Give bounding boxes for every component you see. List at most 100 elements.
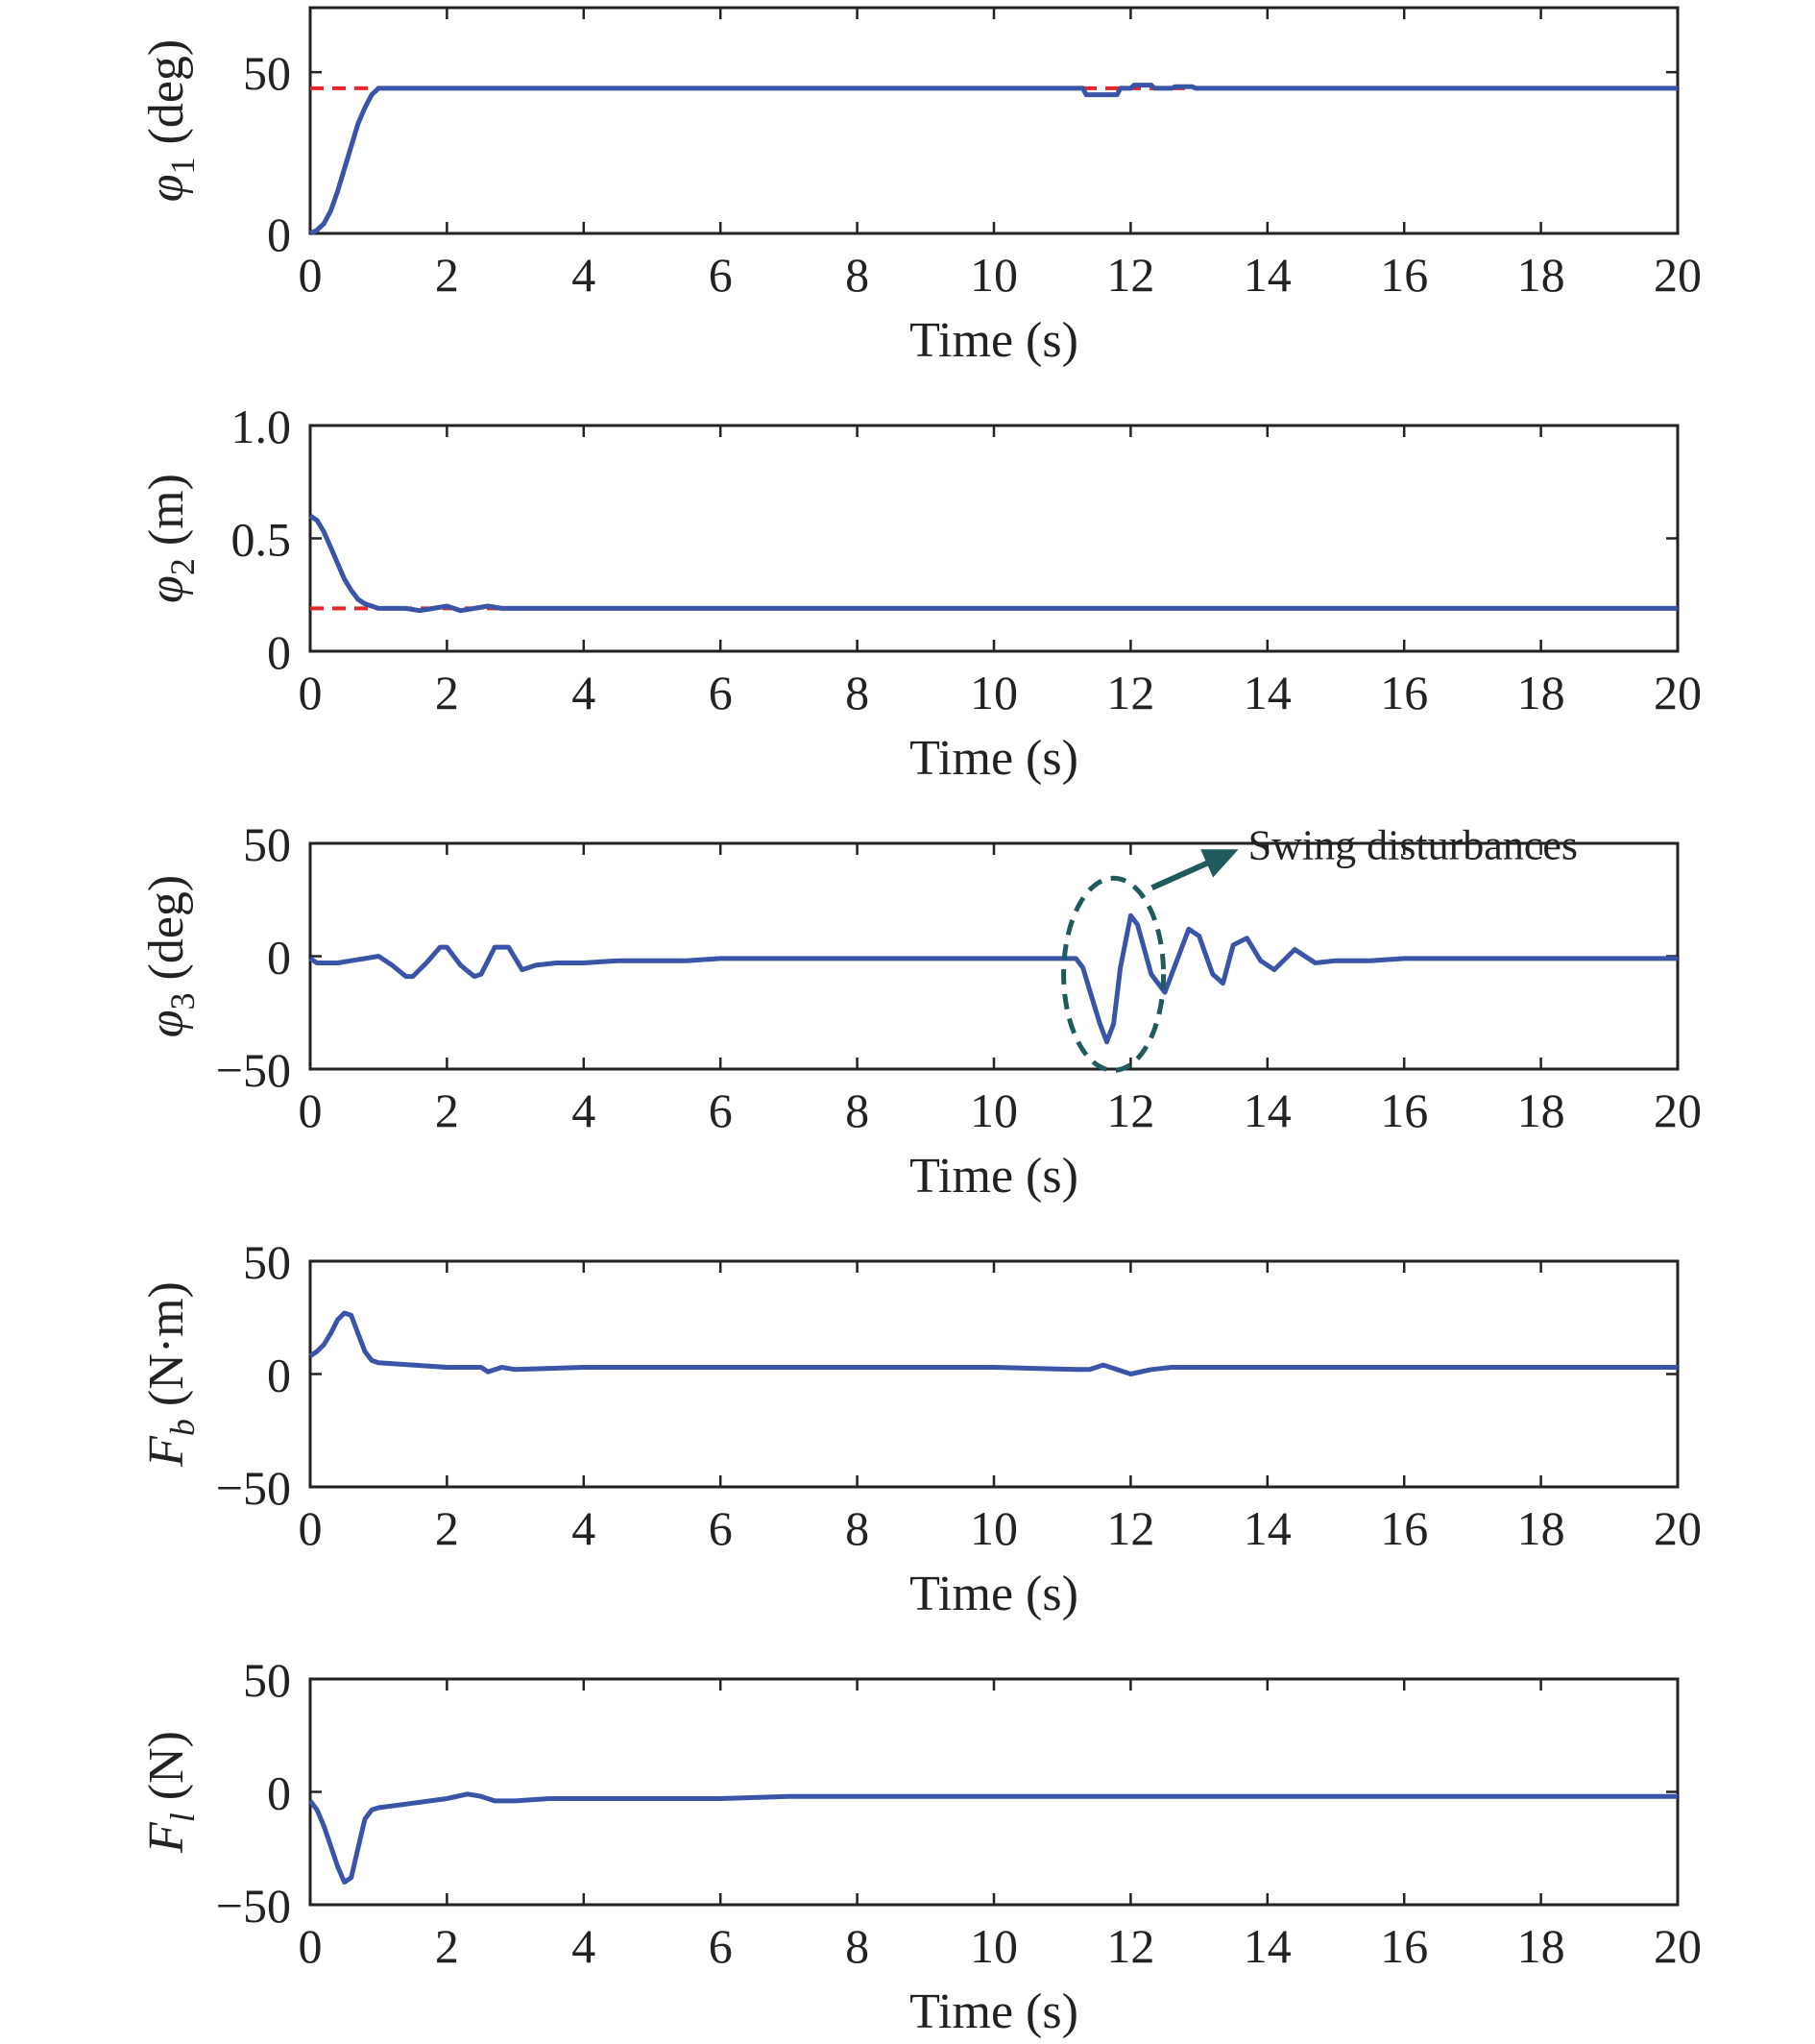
x-tick-label: 18 bbox=[1517, 248, 1565, 302]
x-axis-title: Time (s) bbox=[909, 1984, 1078, 2039]
x-tick-label: 10 bbox=[970, 666, 1018, 719]
x-tick-label: 16 bbox=[1380, 666, 1428, 719]
x-tick-label: 20 bbox=[1654, 1919, 1702, 1973]
x-tick-label: 2 bbox=[435, 248, 459, 302]
y-axis-subscript: 2 bbox=[163, 558, 202, 575]
series-line bbox=[308, 1791, 1678, 1885]
x-tick-label: 6 bbox=[709, 666, 733, 719]
x-tick-label: 18 bbox=[1517, 1919, 1565, 1973]
series-line bbox=[308, 83, 1678, 236]
x-tick-label: 12 bbox=[1106, 1501, 1154, 1555]
y-axis-symbol: φ bbox=[139, 575, 194, 603]
y-axis-title: Fl (N) bbox=[139, 1731, 202, 1854]
x-tick-label: 2 bbox=[435, 1083, 459, 1137]
x-tick-label: 14 bbox=[1244, 248, 1292, 302]
x-tick-label: 12 bbox=[1106, 248, 1154, 302]
x-tick-label: 0 bbox=[299, 1501, 323, 1555]
x-tick-label: 20 bbox=[1654, 1501, 1702, 1555]
x-tick-label: 6 bbox=[709, 1083, 733, 1137]
y-tick-label: 50 bbox=[243, 1653, 291, 1707]
annotation-arrowhead bbox=[1200, 849, 1239, 878]
y-tick-label: 0 bbox=[267, 1349, 291, 1402]
x-tick-label: 14 bbox=[1244, 1501, 1292, 1555]
x-axis-title: Time (s) bbox=[909, 1149, 1078, 1204]
x-tick-label: 10 bbox=[970, 248, 1018, 302]
y-axis-unit: (deg) bbox=[139, 875, 194, 993]
x-tick-label: 16 bbox=[1380, 1083, 1428, 1137]
x-tick-label: 16 bbox=[1380, 1919, 1428, 1973]
y-axis-subscript: 1 bbox=[163, 157, 202, 174]
y-tick-label: −50 bbox=[216, 1043, 291, 1097]
y-axis-symbol: φ bbox=[139, 1010, 194, 1037]
y-tick-label: 0 bbox=[267, 931, 291, 985]
x-tick-label: 4 bbox=[571, 1919, 595, 1973]
x-tick-label: 0 bbox=[299, 666, 323, 719]
x-tick-label: 12 bbox=[1106, 1919, 1154, 1973]
x-tick-label: 6 bbox=[709, 1919, 733, 1973]
x-tick-label: 2 bbox=[435, 1501, 459, 1555]
x-tick-label: 6 bbox=[709, 1501, 733, 1555]
x-tick-label: 8 bbox=[845, 1083, 869, 1137]
x-tick-label: 10 bbox=[970, 1919, 1018, 1973]
y-tick-label: −50 bbox=[216, 1461, 291, 1515]
x-tick-label: 18 bbox=[1517, 1083, 1565, 1137]
x-tick-label: 8 bbox=[845, 1501, 869, 1555]
x-tick-label: 0 bbox=[299, 1919, 323, 1973]
y-tick-label: 0.5 bbox=[231, 513, 292, 567]
x-tick-label: 4 bbox=[571, 666, 595, 719]
x-tick-label: 18 bbox=[1517, 666, 1565, 719]
y-axis-subscript: l bbox=[163, 1813, 202, 1822]
y-tick-label: 0 bbox=[267, 207, 291, 261]
x-tick-label: 0 bbox=[299, 248, 323, 302]
x-tick-label: 16 bbox=[1380, 1501, 1428, 1555]
x-tick-label: 20 bbox=[1654, 1083, 1702, 1137]
y-tick-label: 0 bbox=[267, 1766, 291, 1820]
y-tick-label: −50 bbox=[216, 1879, 291, 1933]
x-tick-label: 4 bbox=[571, 1083, 595, 1137]
x-tick-label: 16 bbox=[1380, 248, 1428, 302]
plot-frame bbox=[308, 6, 1680, 235]
annotation-label: Swing disturbances bbox=[1248, 821, 1578, 868]
x-tick-label: 12 bbox=[1106, 1083, 1154, 1137]
y-axis-symbol: F bbox=[139, 1821, 194, 1854]
x-tick-label: 2 bbox=[435, 1919, 459, 1973]
y-axis-unit: (N·m) bbox=[139, 1281, 194, 1419]
x-tick-label: 10 bbox=[970, 1501, 1018, 1555]
series-line bbox=[308, 1310, 1678, 1376]
x-axis-title: Time (s) bbox=[909, 731, 1078, 786]
y-axis-title: φ1 (deg) bbox=[139, 39, 202, 203]
x-axis-title: Time (s) bbox=[909, 1567, 1078, 1621]
y-axis-unit: (m) bbox=[139, 474, 194, 558]
x-tick-label: 8 bbox=[845, 666, 869, 719]
y-tick-label: 0 bbox=[267, 625, 291, 679]
series-line bbox=[308, 513, 1678, 614]
x-tick-label: 2 bbox=[435, 666, 459, 719]
x-tick-label: 6 bbox=[709, 248, 733, 302]
y-tick-label: 50 bbox=[243, 817, 291, 871]
y-tick-label: 1.0 bbox=[231, 400, 292, 453]
y-axis-subscript: b bbox=[163, 1419, 202, 1436]
y-axis-subscript: 3 bbox=[163, 992, 202, 1010]
y-axis-title: Fb (N·m) bbox=[139, 1281, 202, 1468]
series-line bbox=[308, 912, 1678, 1045]
x-tick-label: 8 bbox=[845, 248, 869, 302]
x-tick-label: 18 bbox=[1517, 1501, 1565, 1555]
x-tick-label: 14 bbox=[1244, 1083, 1292, 1137]
x-tick-label: 14 bbox=[1244, 666, 1292, 719]
x-tick-label: 4 bbox=[571, 1501, 595, 1555]
panel-phi1: 0 2 4 6 8 10 12 14 16 18 20 0 50 Time (s) φ1 (deg) bbox=[139, 6, 1702, 368]
x-tick-label: 14 bbox=[1244, 1919, 1292, 1973]
x-axis-title: Time (s) bbox=[909, 313, 1078, 368]
y-axis-symbol: F bbox=[139, 1435, 194, 1468]
plot-frame bbox=[308, 1259, 1680, 1489]
x-tick-label: 0 bbox=[299, 1083, 323, 1137]
plot-frame bbox=[308, 424, 1680, 653]
x-tick-label: 10 bbox=[970, 1083, 1018, 1137]
x-tick-label: 12 bbox=[1106, 666, 1154, 719]
y-axis-title: φ2 (m) bbox=[139, 474, 202, 603]
y-tick-label: 50 bbox=[243, 1235, 291, 1289]
